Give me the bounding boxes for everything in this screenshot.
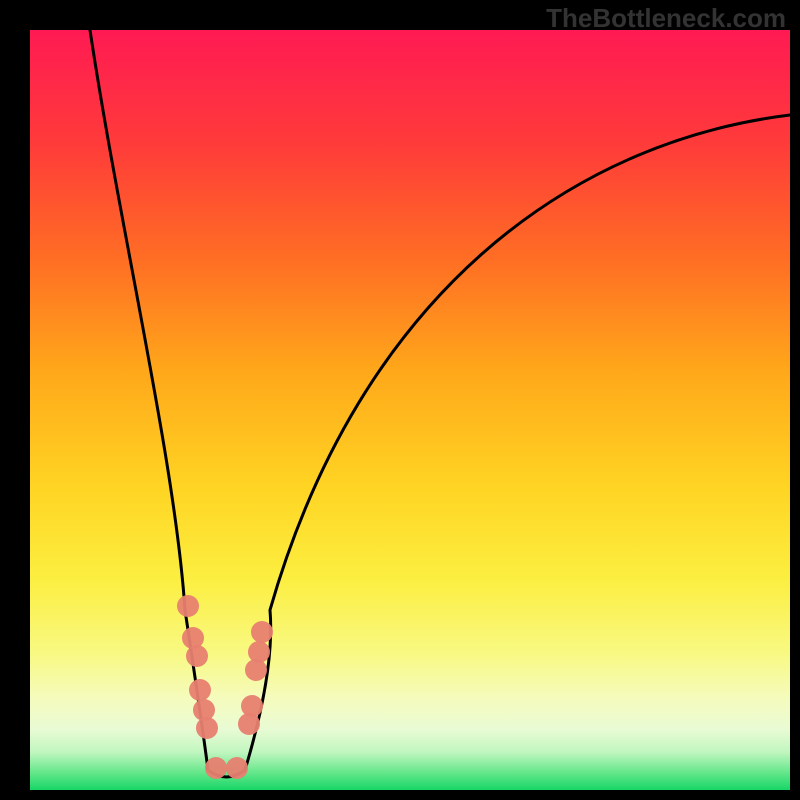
marker-right-4	[238, 713, 260, 735]
marker-bottom-1	[226, 757, 248, 779]
plot-svg	[30, 30, 790, 790]
watermark-text: TheBottleneck.com	[546, 3, 786, 34]
marker-left-3	[189, 679, 211, 701]
marker-bottom-0	[205, 757, 227, 779]
marker-left-0	[177, 595, 199, 617]
marker-left-5	[196, 717, 218, 739]
chart-container: TheBottleneck.com	[0, 0, 800, 800]
plot-area	[30, 30, 790, 790]
marker-left-2	[186, 645, 208, 667]
marker-right-2	[245, 659, 267, 681]
marker-right-0	[251, 621, 273, 643]
gradient-background	[30, 30, 790, 790]
